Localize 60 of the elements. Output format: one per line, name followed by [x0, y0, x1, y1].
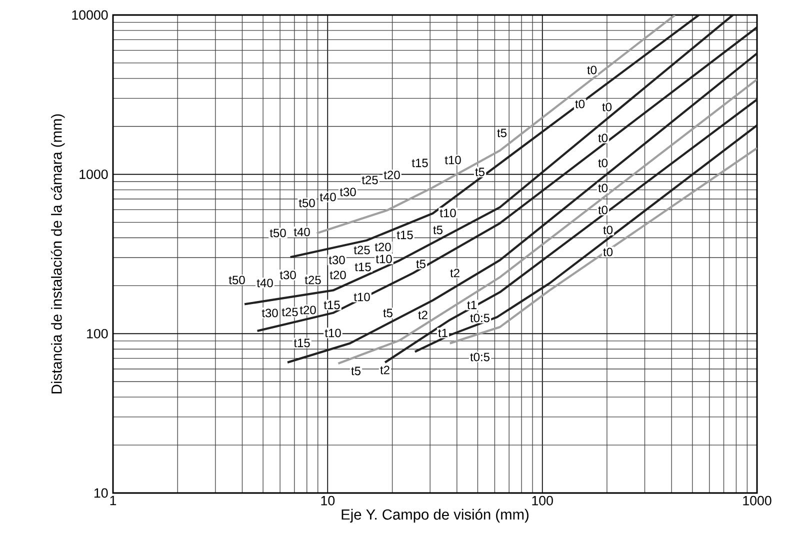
annotation: t20: [300, 306, 316, 314]
annotation: t0: [603, 248, 613, 256]
annotation: t25: [354, 246, 370, 254]
annotation: t0:5: [470, 352, 490, 362]
annotation: t0: [598, 134, 608, 142]
annotation: t5: [475, 168, 485, 176]
annotation: t5: [433, 226, 443, 234]
annotation: t20: [330, 270, 346, 280]
annotation: t15: [396, 230, 413, 240]
y-tick-label: 1000: [80, 170, 108, 180]
annotation: t30: [280, 270, 296, 280]
annotation: t15: [412, 158, 428, 168]
annotation: t30: [262, 308, 278, 318]
y-axis-title: Distancia de instalación de la cámara (mm): [50, 114, 65, 394]
annotation: t20: [384, 170, 400, 180]
annotation: t5: [416, 260, 426, 268]
annotation: t1: [467, 300, 476, 310]
annotation: t30: [340, 188, 356, 196]
annotation: t10: [444, 156, 461, 164]
annotation: t15: [294, 338, 310, 348]
y-tick-label: 10000: [72, 10, 108, 20]
annotation: t20: [374, 242, 391, 252]
annotation: t15: [354, 262, 371, 272]
annotation: t0: [598, 158, 608, 168]
annotation: t10: [376, 254, 392, 264]
annotation: t0:5: [470, 314, 490, 322]
x-tick-label: 1: [110, 496, 116, 506]
annotation: t10: [354, 292, 370, 302]
x-tick-label: 100: [532, 496, 553, 506]
annotation: t10: [324, 328, 341, 338]
annotation: t25: [304, 276, 321, 284]
annotation: t40: [294, 228, 310, 236]
annotation: t2: [450, 268, 460, 278]
annotation: t0: [587, 66, 597, 74]
y-tick-label: 10: [94, 488, 108, 498]
annotation: t2: [418, 310, 428, 320]
annotation: t40: [256, 278, 273, 288]
annotation: t30: [328, 256, 345, 264]
x-axis-title: Eje Y. Campo de visión (mm): [342, 508, 528, 523]
annotation: t50: [298, 198, 315, 208]
x-tick-label: 10: [321, 496, 335, 506]
x-tick-label: 1000: [743, 496, 772, 506]
annotation: t0: [598, 206, 608, 214]
annotation: t5: [383, 308, 393, 318]
annotation: t25: [362, 176, 378, 184]
annotation: t25: [282, 308, 298, 316]
annotation: t2: [380, 366, 390, 374]
annotation: t0: [575, 100, 585, 108]
annotation: t0: [602, 102, 612, 112]
annotation: t10: [440, 208, 456, 218]
annotation: t15: [324, 300, 340, 310]
annotation: t5: [351, 366, 361, 376]
annotation: t0: [598, 184, 608, 192]
annotation: t50: [270, 228, 286, 238]
annotation: t0: [603, 226, 613, 234]
annotation: t40: [320, 192, 336, 202]
annotation: t50: [228, 276, 245, 284]
y-tick-label: 100: [87, 328, 108, 338]
annotation: t1: [438, 328, 448, 338]
annotation: t5: [497, 128, 507, 138]
